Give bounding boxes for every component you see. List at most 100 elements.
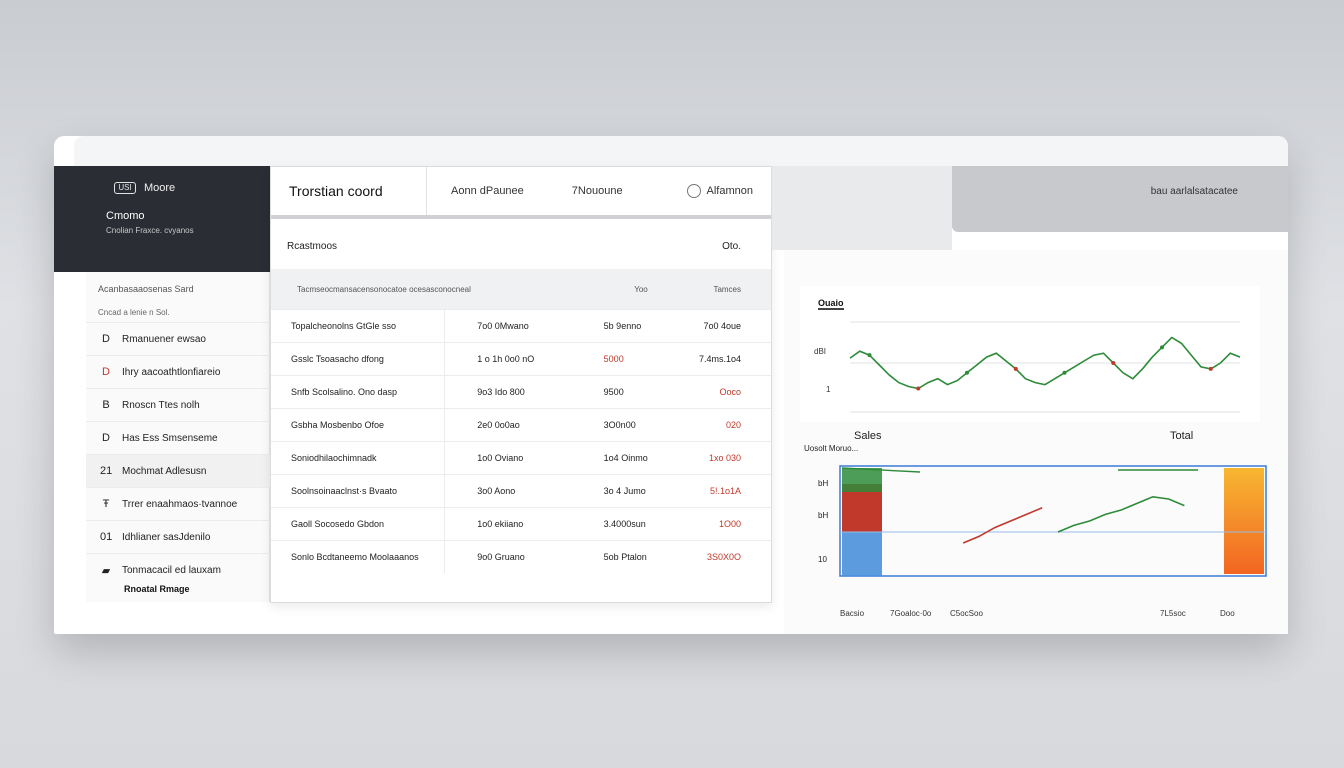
tab-account[interactable]: Aonn dPaunee [451,185,524,197]
table-cell: Soolnsoinaaclnst·s Bvaato [291,486,398,496]
filter-button-label: Alfamnon [706,185,753,197]
table-cell: 9o3 Ido 800 [444,376,593,408]
data-point [1111,361,1116,365]
table-cell: Sonlo Bcdtaneemo Moolaaanos [291,552,419,562]
bar-blue [842,532,882,576]
y-tick-label: 10 [818,555,827,564]
sidebar-list-header: Acanbasaaosenas Sard [98,284,194,294]
table-cell: 2e0 0o0ao [444,409,593,441]
sidebar-item[interactable]: D Ihry aacoathtlonfiareio [86,355,270,388]
right-top-bar[interactable]: bau aarlalsatacatee [952,166,1288,232]
table-row[interactable]: Gsslc Tsoasacho dfong 1 o 1h 0o0 nO 5000 7.… [271,342,771,375]
sales-chart-total: Total [1170,430,1194,442]
left-sidebar: USI Moore Cmomo Cnolian Fraxce. cvyanos … [54,166,270,602]
sidebar-item-label: Tonmacacil ed lauxam [122,564,221,576]
sidebar-item-label: Rmanuener ewsao [122,333,206,345]
data-point [1013,366,1018,371]
sidebar-item[interactable]: 01 Idhlianer sasJdenilo [86,520,270,553]
tab-volume[interactable]: 7Nououne [571,185,623,197]
table-cell: Gsbha Mosbenbo Ofoe [291,420,385,430]
x-tick-label: Doo [1220,609,1235,618]
sales-chart-title: Sales [854,430,882,442]
sidebar-item[interactable]: ▰ Tonmacacil ed lauxam [86,553,270,586]
table-row[interactable]: Gaoll Socosedo Gbdon 1o0 ekiiano 3.4000sun… [271,507,771,540]
data-point [867,353,872,358]
sidebar-header: USI Moore Cmomo Cnolian Fraxce. cvyanos [54,166,270,272]
y-tick-label: dBI [814,347,826,356]
table-row[interactable]: Topalcheonolns GtGle sso 7o0 0Mwano 5b 9en… [271,309,771,342]
table-cell: 1o0 Oviano [444,442,593,474]
window-top-strip [74,136,1288,166]
table-cell: 5000 [603,354,624,364]
sidebar-item-icon: ▰ [101,564,111,577]
right-gray-tab [772,166,952,250]
table-cell: 020 [725,420,741,430]
sidebar-subtitle: Cnolian Fraxce. cvyanos [106,226,194,235]
table-cell: 1o4 Oinmo [603,453,648,463]
table-row[interactable]: Sonlo Bcdtaneemo Moolaaanos 9o0 Gruano 5ob… [271,540,771,573]
bar-orange [1224,468,1264,574]
sidebar-item[interactable]: Ŧ Trrer enaahmaos·tvannoe [86,487,270,520]
table-row[interactable]: Soolnsoinaaclnst·s Bvaato 3o0 Aono 3o 4 Ju… [271,474,771,507]
data-point [916,386,921,391]
table-cell: Topalcheonolns GtGle sso [291,321,397,331]
table-cell: 5b 9enno [603,321,642,331]
series-line [1057,495,1185,533]
sidebar-item-icon: D [102,432,110,444]
column-header-total[interactable]: Tamces [713,284,741,294]
subheader-left: Rcastmoos [287,240,338,252]
bar-green [842,468,882,492]
plot-frame [839,465,1267,577]
y-tick-label: bH [818,511,828,520]
x-tick-label: C5ocSoo [950,609,983,618]
table-cell: 3O0n00 [603,420,636,430]
transaction-panel: Trorstian coord Aonn dPaunee 7Nououne Al… [270,166,772,603]
table-cell: Soniodhilaochimnadk [291,453,377,463]
subheader-right[interactable]: Oto. [722,240,741,252]
table-cell: 1O00 [718,519,741,529]
table-cell: 3o 4 Jumo [603,486,646,496]
sidebar-item-icon: 01 [100,531,113,543]
sidebar-item-icon: Ŧ [102,498,110,510]
line-chart: dBI 1 [814,321,1241,413]
sales-chart-card: Sales Total Uosolt Moruo... bH bH 10 Bacsio… [800,430,1280,630]
sidebar-item[interactable]: B Rnoscn Ttes nolh [86,388,270,421]
panel-header: Trorstian coord Aonn dPaunee 7Nououne Al… [271,167,771,219]
sidebar-title: Cmomo [106,210,145,222]
app-window: USI Moore Cmomo Cnolian Fraxce. cvyanos … [54,136,1288,634]
sidebar-item-icon: D [102,366,110,378]
sidebar-item-label: Ihry aacoathtlonfiareio [122,366,221,378]
table-cell: 5!.1o1A [709,486,741,496]
data-point [1208,366,1213,371]
table-cell: 9o0 Gruano [444,541,593,573]
panel-title: Trorstian coord [271,167,427,215]
logo[interactable]: USI Moore [114,182,175,194]
table-row[interactable]: Soniodhilaochimnadk 1o0 Oviano 1o4 Oinmo 1x… [271,441,771,474]
filter-button[interactable]: Alfamnon [686,184,771,198]
sales-chart: bH bH 10 Bacsio 7Goaloc·0o C5ocSoo 7L5soc Doo [818,465,1267,618]
subheader-row: Rcastmoos Oto. [271,223,771,269]
sidebar-item[interactable]: D Has Ess Smsenseme [86,421,270,454]
sidebar-footer[interactable]: Rnoatal Rmage [124,584,190,594]
series-line [962,507,1043,544]
right-top-bar-label: bau aarlalsatacatee [1150,186,1238,197]
sidebar-item-icon: 21 [100,465,113,477]
table-cell: 3o0 Aono [444,475,593,507]
table-row[interactable]: Snfb Scolsalino. Ono dasp 9o3 Ido 800 9500… [271,375,771,408]
sidebar-item[interactable]: 21 Mochmat Adlesusn [86,454,270,487]
sidebar-item[interactable]: D Rmanuener ewsao [86,322,270,355]
sidebar-item-label: Idhlianer sasJdenilo [122,531,211,543]
table-cell: Gaoll Socosedo Gbdon [291,519,385,529]
column-header-amount[interactable]: Yoo [634,284,648,294]
table-cell: 1 o 1h 0o0 nO [444,343,593,375]
table-cell: 7o0 0Mwano [444,310,593,342]
series-line [849,336,1241,390]
x-tick-label: Bacsio [840,609,865,618]
sidebar-item-label: Mochmat Adlesusn [122,465,207,477]
x-tick-label: 7L5soc [1160,609,1186,618]
data-point [1062,370,1067,375]
x-tick-label: 7Goaloc·0o [890,609,932,618]
column-header-description[interactable]: Tacmseocmansacensonocatoe ocesasconocnea… [297,284,471,294]
table-row[interactable]: Gsbha Mosbenbo Ofoe 2e0 0o0ao 3O0n00 020 [271,408,771,441]
table-cell: 3.4000sun [603,519,646,529]
